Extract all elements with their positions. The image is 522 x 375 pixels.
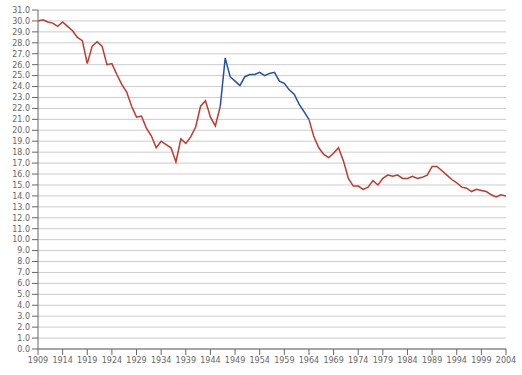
svg-text:26.0: 26.0 [12,61,30,70]
svg-text:1989: 1989 [422,356,442,365]
svg-text:17.0: 17.0 [12,159,30,168]
svg-text:19.0: 19.0 [12,137,30,146]
svg-text:1929: 1929 [126,356,146,365]
svg-text:1964: 1964 [299,356,319,365]
svg-text:25.0: 25.0 [12,71,30,80]
svg-text:1944: 1944 [200,356,220,365]
svg-text:24.0: 24.0 [12,82,30,91]
svg-text:1934: 1934 [151,356,171,365]
svg-text:16.0: 16.0 [12,170,30,179]
svg-text:1949: 1949 [225,356,245,365]
svg-text:1924: 1924 [102,356,122,365]
svg-text:21.0: 21.0 [12,115,30,124]
svg-text:31.0: 31.0 [12,6,30,15]
svg-text:18.0: 18.0 [12,148,30,157]
svg-text:11.0: 11.0 [12,225,30,234]
svg-text:1909: 1909 [28,356,48,365]
svg-text:1919: 1919 [77,356,97,365]
svg-text:13.0: 13.0 [12,203,30,212]
svg-text:29.0: 29.0 [12,28,30,37]
svg-text:1969: 1969 [323,356,343,365]
svg-text:28.0: 28.0 [12,39,30,48]
svg-text:7.0: 7.0 [17,268,30,277]
svg-text:1979: 1979 [373,356,393,365]
svg-text:30.0: 30.0 [12,17,30,26]
svg-text:2.0: 2.0 [17,323,30,332]
svg-text:9.0: 9.0 [17,246,30,255]
svg-text:23.0: 23.0 [12,93,30,102]
svg-text:6.0: 6.0 [17,279,30,288]
svg-text:12.0: 12.0 [12,214,30,223]
svg-text:8.0: 8.0 [17,257,30,266]
svg-text:0.0: 0.0 [17,345,30,354]
svg-text:1994: 1994 [447,356,467,365]
svg-text:4.0: 4.0 [17,301,30,310]
svg-text:1974: 1974 [348,356,368,365]
svg-text:1939: 1939 [176,356,196,365]
svg-text:15.0: 15.0 [12,181,30,190]
svg-text:10.0: 10.0 [12,235,30,244]
svg-text:20.0: 20.0 [12,126,30,135]
svg-text:22.0: 22.0 [12,104,30,113]
svg-text:1999: 1999 [471,356,491,365]
svg-text:1914: 1914 [52,356,72,365]
svg-text:1984: 1984 [397,356,417,365]
svg-text:14.0: 14.0 [12,192,30,201]
svg-text:27.0: 27.0 [12,50,30,59]
svg-text:5.0: 5.0 [17,290,30,299]
svg-text:1954: 1954 [250,356,270,365]
svg-text:3.0: 3.0 [17,312,30,321]
svg-text:1959: 1959 [274,356,294,365]
svg-text:2004: 2004 [496,356,514,365]
svg-text:1.0: 1.0 [17,334,30,343]
